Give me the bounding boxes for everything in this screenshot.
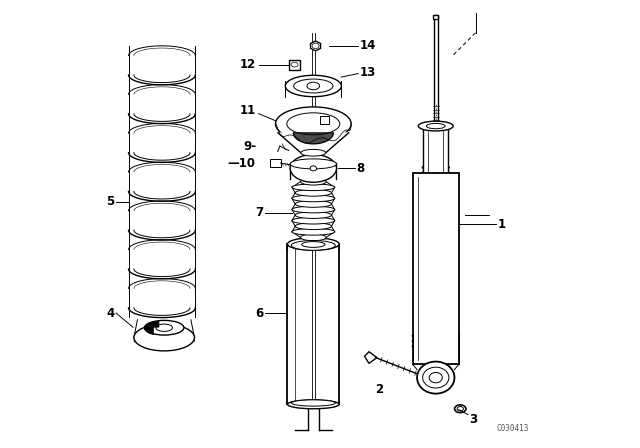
FancyBboxPatch shape [320, 116, 329, 124]
Ellipse shape [134, 324, 195, 351]
Ellipse shape [292, 217, 335, 224]
Ellipse shape [412, 343, 460, 349]
FancyBboxPatch shape [413, 173, 459, 364]
Ellipse shape [301, 234, 326, 241]
Ellipse shape [291, 400, 335, 406]
Ellipse shape [294, 79, 333, 93]
Ellipse shape [292, 195, 335, 202]
Text: 6: 6 [255, 306, 264, 319]
Ellipse shape [307, 82, 319, 90]
Text: —10: —10 [227, 156, 255, 169]
Ellipse shape [287, 238, 339, 250]
Ellipse shape [412, 332, 460, 339]
Text: 9-: 9- [243, 140, 257, 153]
Ellipse shape [292, 206, 335, 213]
FancyBboxPatch shape [434, 15, 438, 126]
Text: 7: 7 [255, 207, 264, 220]
Ellipse shape [412, 338, 460, 344]
FancyBboxPatch shape [289, 60, 300, 69]
Ellipse shape [291, 62, 298, 67]
Polygon shape [310, 41, 321, 51]
Text: C030413: C030413 [497, 424, 529, 433]
Ellipse shape [301, 241, 325, 247]
Ellipse shape [417, 362, 454, 394]
Ellipse shape [287, 400, 339, 409]
Polygon shape [277, 132, 349, 153]
Ellipse shape [422, 170, 449, 176]
FancyBboxPatch shape [423, 126, 448, 173]
Text: 5: 5 [106, 195, 115, 208]
Ellipse shape [290, 155, 337, 182]
Ellipse shape [422, 164, 449, 171]
Text: 1: 1 [498, 217, 506, 231]
Ellipse shape [295, 223, 332, 229]
FancyBboxPatch shape [433, 15, 438, 19]
FancyBboxPatch shape [287, 244, 339, 404]
Ellipse shape [156, 324, 173, 332]
Ellipse shape [312, 43, 319, 48]
Text: 14: 14 [360, 39, 376, 52]
Ellipse shape [429, 372, 442, 383]
Ellipse shape [285, 75, 341, 97]
Ellipse shape [287, 113, 340, 135]
Ellipse shape [295, 212, 332, 219]
Text: 4: 4 [106, 306, 115, 319]
Text: 2: 2 [375, 383, 383, 396]
Ellipse shape [301, 150, 326, 156]
Text: 11: 11 [240, 103, 257, 116]
Ellipse shape [310, 166, 317, 171]
Ellipse shape [457, 406, 463, 411]
Ellipse shape [295, 190, 332, 196]
Text: 3: 3 [469, 414, 477, 426]
Ellipse shape [419, 121, 453, 131]
Ellipse shape [291, 241, 335, 250]
Text: 12: 12 [240, 58, 257, 71]
FancyBboxPatch shape [270, 159, 281, 168]
Ellipse shape [145, 320, 184, 335]
Text: 8: 8 [356, 162, 365, 175]
Ellipse shape [295, 201, 332, 207]
Ellipse shape [292, 228, 335, 235]
Ellipse shape [454, 405, 466, 413]
Polygon shape [365, 352, 377, 363]
Ellipse shape [301, 178, 326, 185]
Ellipse shape [422, 367, 449, 388]
Ellipse shape [426, 123, 445, 129]
Polygon shape [293, 133, 333, 144]
Ellipse shape [275, 107, 351, 141]
Text: 13: 13 [360, 66, 376, 79]
Ellipse shape [292, 184, 335, 190]
Ellipse shape [290, 159, 337, 169]
